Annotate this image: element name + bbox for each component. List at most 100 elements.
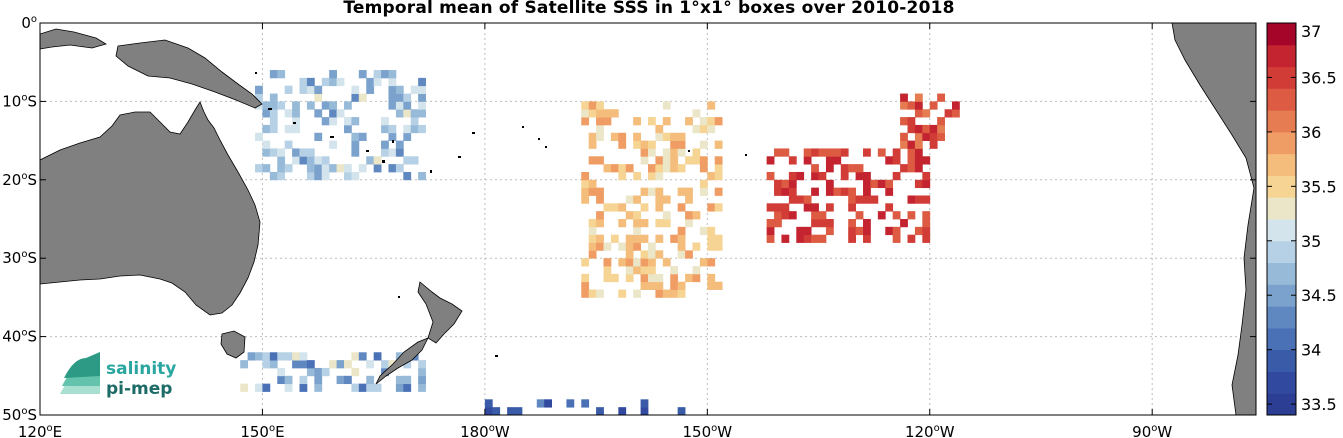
sss-cell <box>588 179 597 189</box>
sss-cell <box>811 203 819 212</box>
sss-cell <box>655 156 664 165</box>
sss-cell <box>395 93 404 102</box>
sss-cell <box>863 187 871 196</box>
sss-cell <box>321 367 330 377</box>
sss-cell <box>403 383 412 392</box>
sss-cell <box>418 109 426 118</box>
sss-cell <box>255 383 263 392</box>
sss-cell <box>388 85 397 94</box>
sss-cell <box>640 219 649 228</box>
sss-cell <box>922 195 931 204</box>
sss-cell <box>811 219 819 228</box>
sss-cell <box>403 360 412 369</box>
sss-cell <box>640 399 649 408</box>
sss-cell <box>351 383 360 392</box>
sss-cell <box>618 242 627 251</box>
sss-cell <box>788 171 797 181</box>
sss-cell <box>395 109 404 118</box>
sss-cell <box>388 132 397 141</box>
colorbar-label: 34.5 <box>1301 286 1337 305</box>
sss-cell <box>403 156 412 165</box>
sss-cell <box>714 156 723 165</box>
sss-cell <box>299 156 308 165</box>
sss-cell <box>914 109 923 118</box>
sss-cell <box>299 352 308 361</box>
sss-cell <box>381 140 389 149</box>
sss-cell <box>588 219 597 228</box>
sss-cell <box>900 164 908 173</box>
sss-cell <box>381 124 389 134</box>
sss-cell <box>284 109 293 118</box>
sss-cell <box>640 156 649 165</box>
sss-cell <box>388 77 397 87</box>
sss-cell <box>588 187 597 196</box>
sss-cell <box>877 211 886 220</box>
sss-cell <box>633 289 641 298</box>
sss-cell <box>625 164 634 173</box>
sss-cell <box>306 164 315 173</box>
sss-cell <box>781 203 790 212</box>
sss-cell <box>610 132 619 141</box>
land-nz-north <box>417 281 463 344</box>
sss-cell <box>284 124 293 134</box>
sss-cell <box>863 219 871 228</box>
sss-cell <box>418 360 426 369</box>
sss-cell <box>699 179 708 189</box>
sss-cell <box>262 124 271 134</box>
sss-cell <box>418 124 426 134</box>
sss-cell <box>685 187 693 196</box>
sss-cell <box>284 140 293 149</box>
sss-cell <box>314 156 323 165</box>
sss-cell <box>610 234 619 243</box>
sss-cell <box>929 132 938 141</box>
sss-cell <box>484 399 493 408</box>
sss-cell <box>707 226 716 236</box>
sss-cell <box>306 367 315 377</box>
sss-cell <box>366 383 375 392</box>
colorbar: 37 36.5 36 35.5 35 34.5 34 33.5 <box>1266 22 1337 416</box>
colorbar-swatch <box>1267 153 1296 176</box>
sss-cell <box>707 124 716 134</box>
colorbar-swatch <box>1267 240 1296 264</box>
colorbar-swatch <box>1267 393 1296 416</box>
sss-cell <box>900 101 908 110</box>
sss-cell <box>388 70 397 79</box>
sss-cell <box>358 70 367 79</box>
sss-cells <box>240 70 960 415</box>
colorbar-swatch <box>1267 197 1296 220</box>
sss-cell <box>262 140 271 149</box>
sss-cell <box>848 187 857 196</box>
sss-cell <box>566 399 575 408</box>
sss-cell <box>410 109 419 118</box>
sss-cell <box>863 234 871 243</box>
sss-cell <box>640 266 649 275</box>
sss-cell <box>314 383 323 392</box>
sss-cell <box>707 203 716 212</box>
sss-cell <box>714 140 723 149</box>
sss-cell <box>952 109 960 118</box>
sss-cell <box>277 156 286 165</box>
sss-cell <box>588 156 597 165</box>
sss-cell <box>588 101 597 110</box>
colorbar-swatch <box>1267 88 1296 111</box>
sss-cell <box>255 164 263 173</box>
sss-cell <box>277 70 286 79</box>
sss-cell <box>633 266 641 275</box>
sss-cell <box>692 273 701 283</box>
x-axis-labels: 120oE 150oE 180oW 150oW 120oW 90oW <box>18 423 1173 438</box>
sss-cell <box>344 124 352 134</box>
sss-cell <box>262 109 271 118</box>
sss-cell <box>929 140 938 149</box>
sss-cell <box>714 281 723 290</box>
island <box>268 108 272 110</box>
sss-cell <box>321 156 330 165</box>
x-tick-label: 120oE <box>18 423 62 438</box>
sss-cell <box>952 101 960 110</box>
colorbar-swatch <box>1267 23 1296 46</box>
sss-cell <box>299 148 308 157</box>
sss-cell <box>692 124 701 134</box>
sss-cell <box>603 109 612 118</box>
sss-cell <box>803 195 812 204</box>
sss-cell <box>811 234 819 243</box>
sss-cell <box>848 234 857 243</box>
